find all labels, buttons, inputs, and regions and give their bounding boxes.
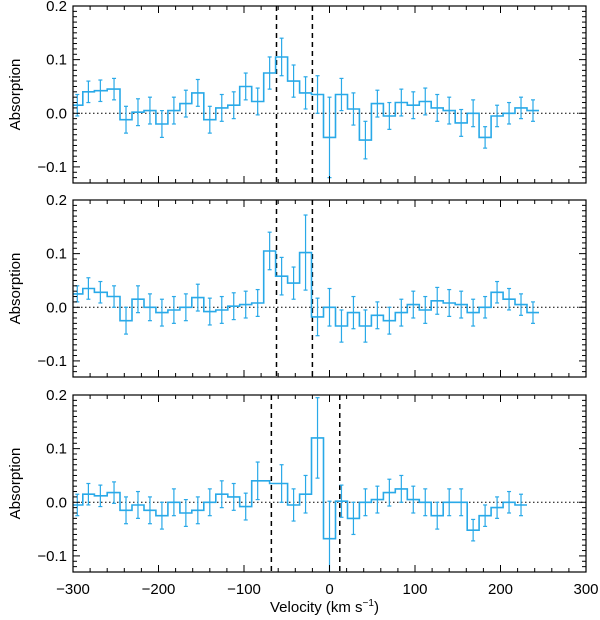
y-tick-label: −0.1 [37, 548, 67, 565]
y-tick-label: 0.2 [46, 192, 67, 209]
y-tick-label: −0.1 [37, 353, 67, 370]
data-series [73, 397, 527, 572]
x-axis-label: Velocity (km s−1) [270, 598, 379, 616]
y-tick-label: 0.1 [46, 52, 67, 69]
panels: −0.1 0.0 0.1 0.2 Absorption −0.1 0.0 0.1 0.2 Abso… [7, 0, 599, 598]
x-tick-label: −100 [227, 581, 261, 598]
y-tick-label: −0.1 [37, 159, 67, 176]
y-axis-label: Absorption [7, 253, 24, 325]
y-tick-label: 0.0 [46, 299, 67, 316]
step-line [73, 437, 527, 540]
x-axis-label-main: Velocity (km s [270, 599, 363, 616]
y-tick-label: 0.1 [46, 246, 67, 263]
x-axis-label-sup: −1 [363, 598, 375, 609]
svg-text:Velocity (km s−1): Velocity (km s−1) [270, 598, 379, 616]
y-tick-label: 0.0 [46, 105, 67, 122]
x-tick-label: −300 [56, 581, 90, 598]
x-tick-label: 0 [325, 581, 333, 598]
y-tick-label: 0.1 [46, 441, 67, 458]
x-tick-label: 300 [573, 581, 598, 598]
y-tick-label: 0.2 [46, 0, 67, 15]
data-series [73, 214, 539, 343]
y-tick-label: 0.0 [46, 494, 67, 511]
y-axis-label: Absorption [7, 59, 24, 131]
x-tick-label: 200 [488, 581, 513, 598]
y-axis-label: Absorption [7, 448, 24, 520]
x-tick-label: −200 [142, 581, 176, 598]
data-series [73, 37, 539, 179]
panel-1: −0.1 0.0 0.1 0.2 Absorption [7, 0, 587, 184]
y-tick-label: 0.2 [46, 387, 67, 404]
x-tick-label: 100 [402, 581, 427, 598]
x-axis-label-end: ) [374, 599, 379, 616]
panel-2: −0.1 0.0 0.1 0.2 Absorption [7, 192, 587, 378]
panel-3: −0.1 0.0 0.1 0.2 Absorption −300 −200 −100 0 100 2… [7, 387, 599, 598]
